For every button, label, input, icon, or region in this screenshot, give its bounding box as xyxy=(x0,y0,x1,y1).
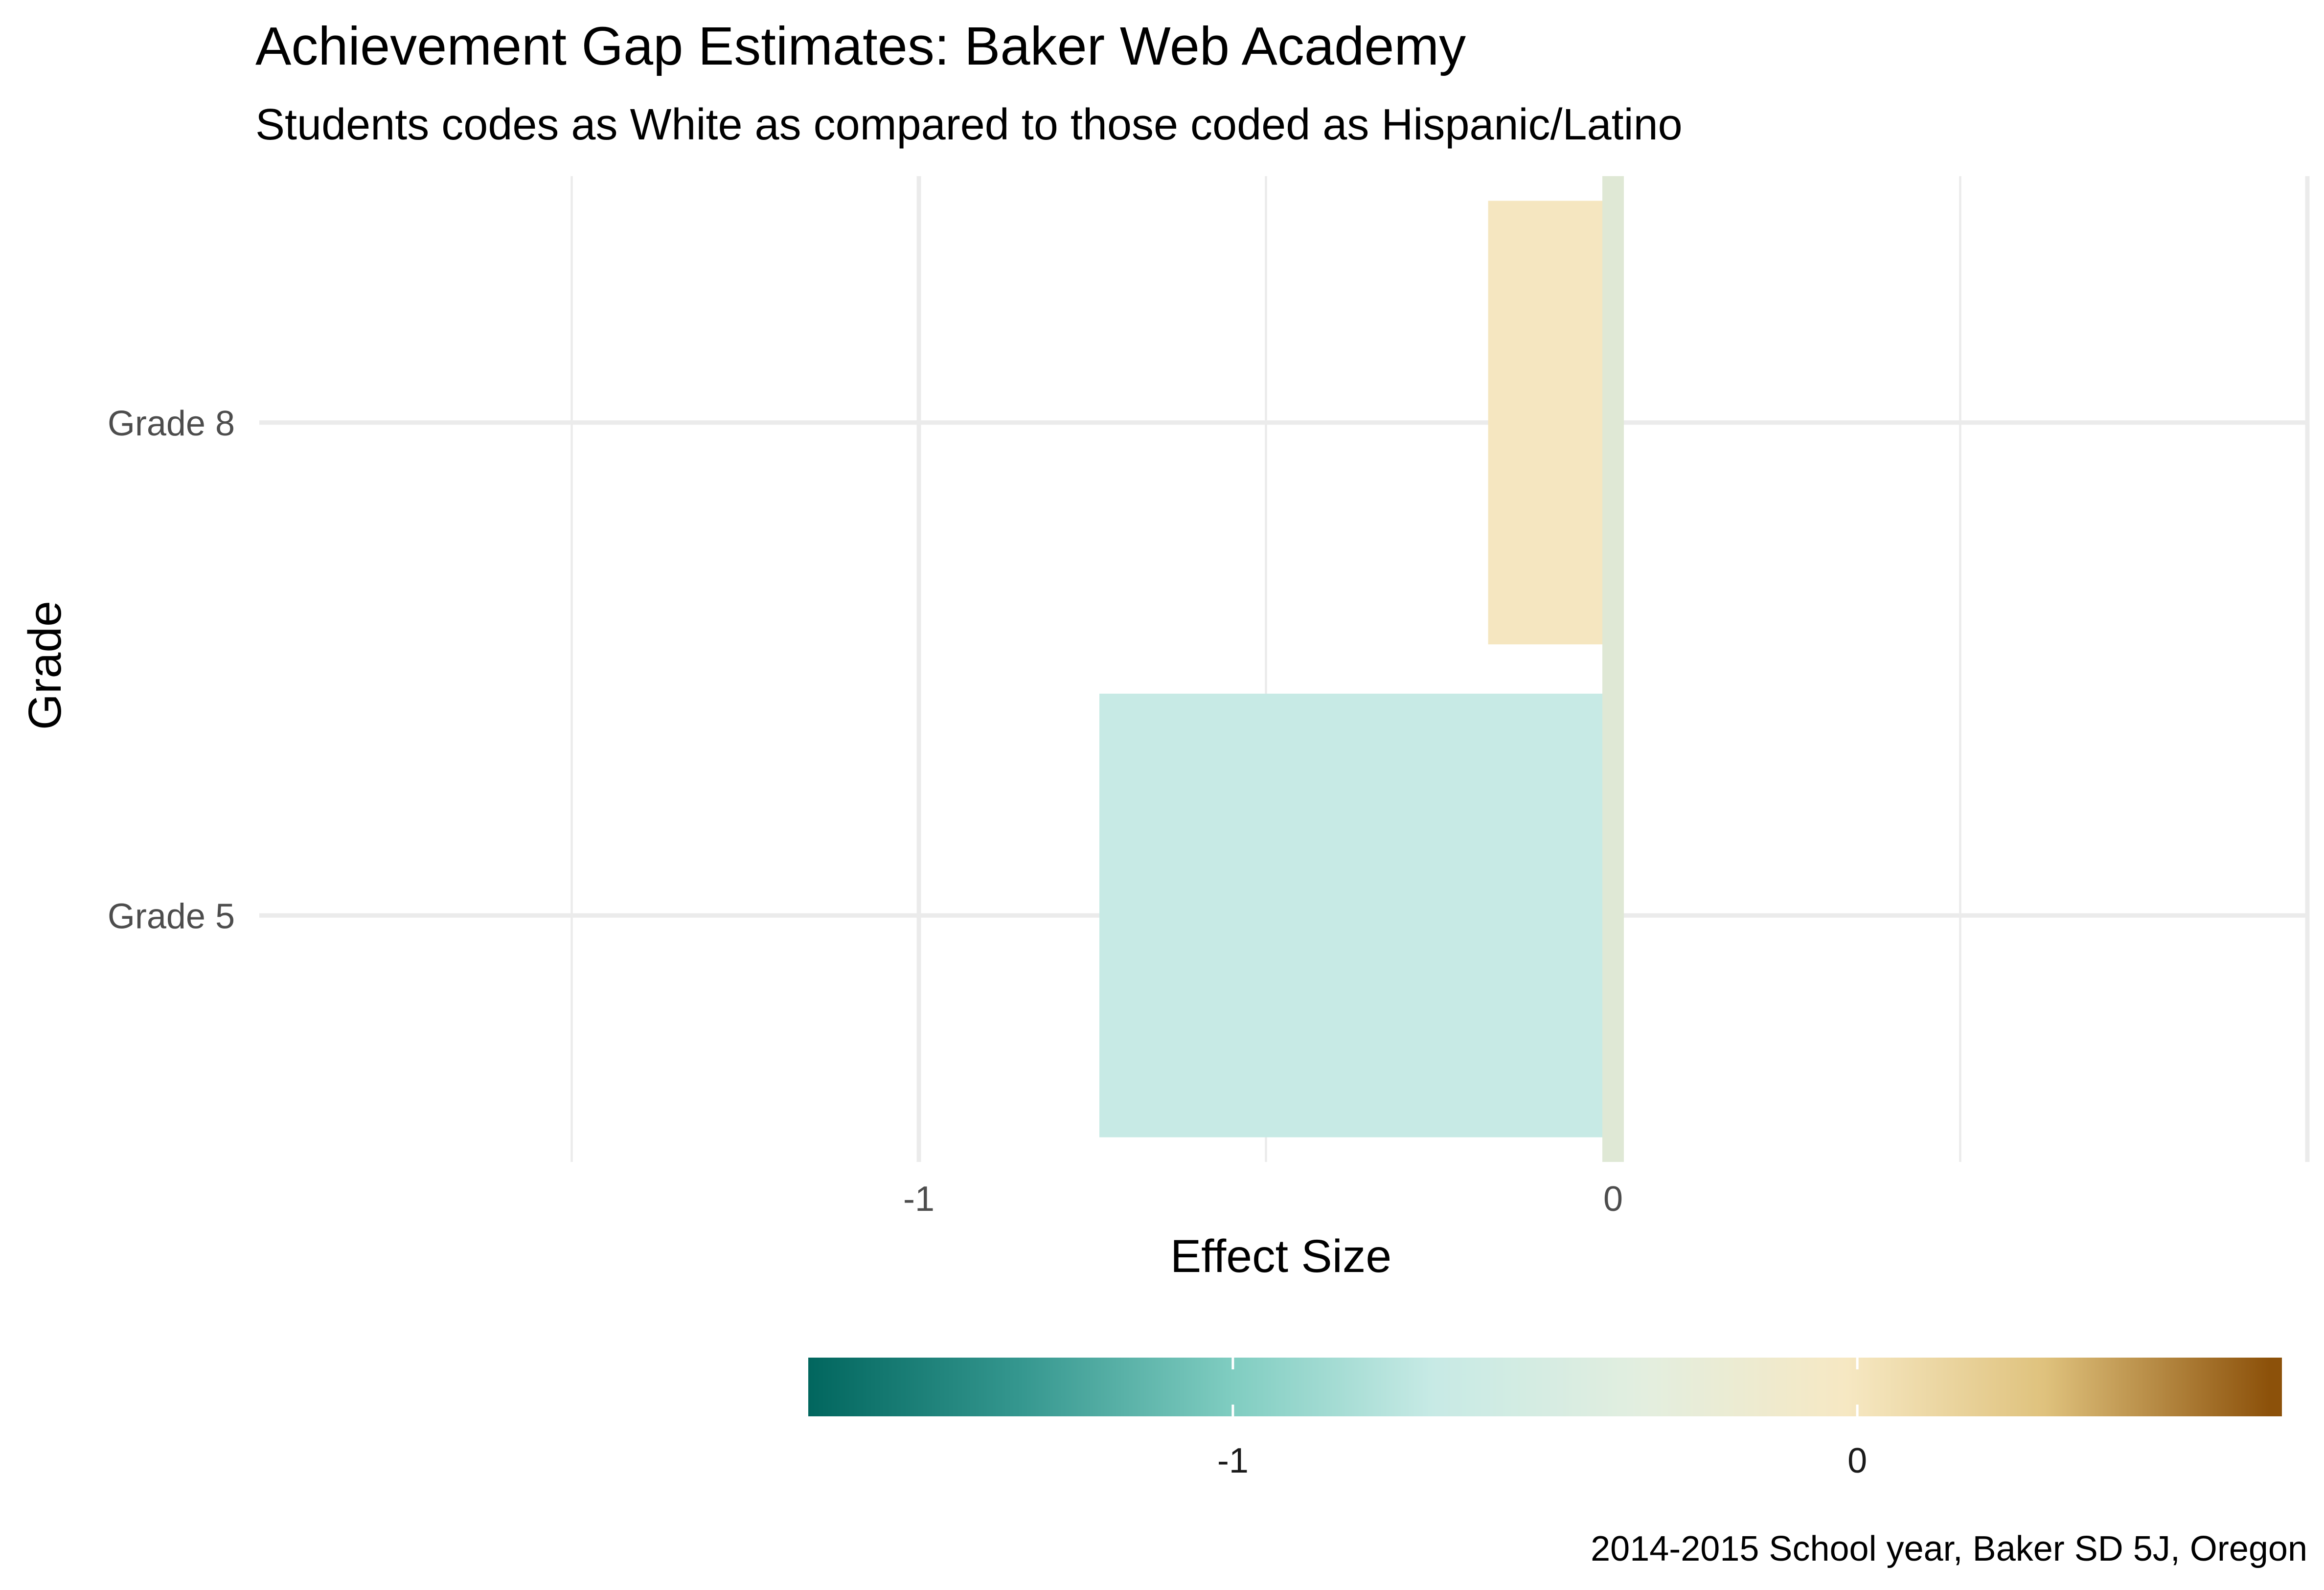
y-tick-label: Grade 8 xyxy=(108,404,235,443)
y-tick-labels: Grade 5 Grade 8 xyxy=(108,404,235,936)
x-axis-title: Effect Size xyxy=(1170,1230,1391,1282)
chart-title: Achievement Gap Estimates: Baker Web Aca… xyxy=(255,16,1466,76)
bar-grade-5 xyxy=(1099,693,1614,1137)
colorbar-legend: -1 0 xyxy=(808,1358,2282,1480)
colorbar-tick-label: -1 xyxy=(1217,1441,1249,1480)
x-tick-label: 0 xyxy=(1603,1180,1623,1219)
chart-caption: 2014-2015 School year, Baker SD 5J, Oreg… xyxy=(1591,1529,2307,1568)
y-axis-title: Grade xyxy=(19,601,71,730)
bars xyxy=(1099,201,1614,1137)
bar-grade-8 xyxy=(1488,201,1614,645)
colorbar xyxy=(808,1358,2282,1416)
colorbar-tick-label: 0 xyxy=(1847,1441,1867,1480)
y-tick-label: Grade 5 xyxy=(108,897,235,936)
x-tick-label: -1 xyxy=(903,1180,934,1219)
chart-subtitle: Students codes as White as compared to t… xyxy=(255,100,1683,149)
x-tick-labels: -1 0 xyxy=(903,1180,1623,1219)
